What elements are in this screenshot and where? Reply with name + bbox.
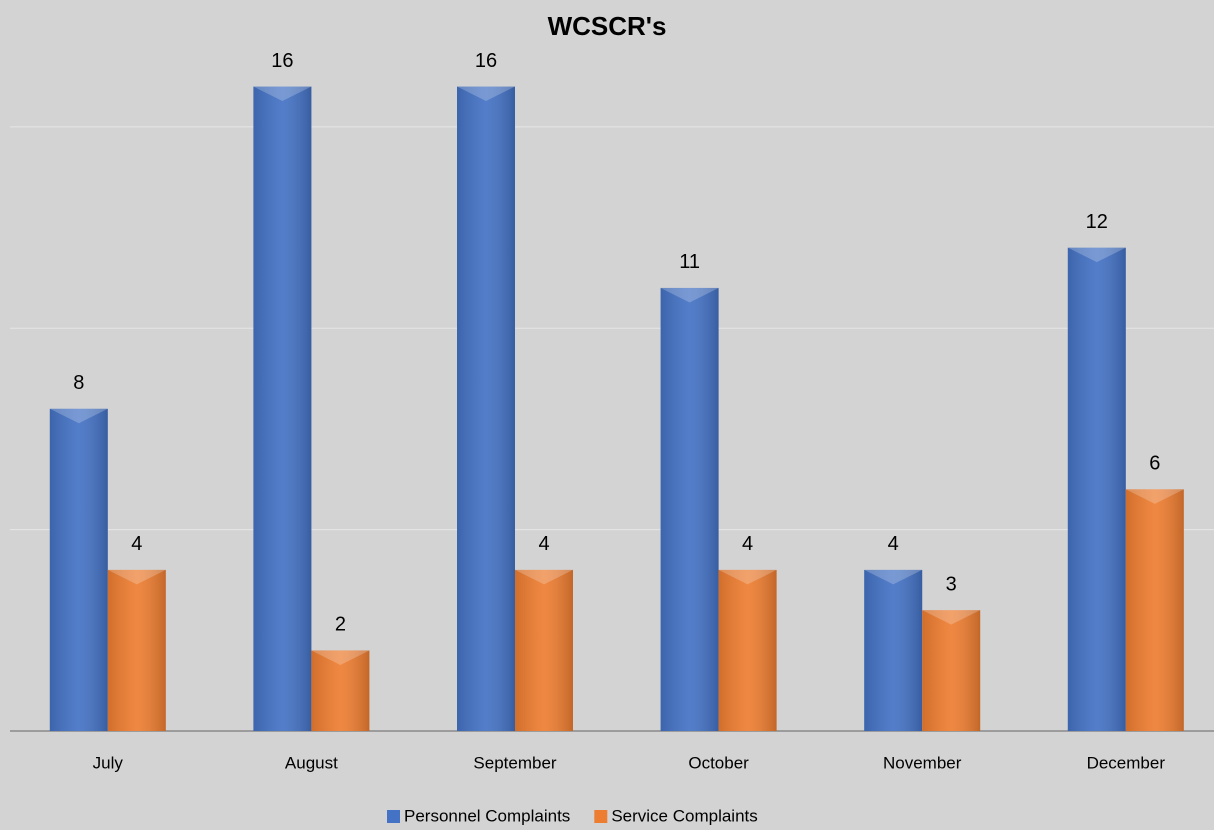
data-label: 4 [131, 533, 142, 555]
bar-shade [107, 569, 166, 731]
data-label: 3 [946, 573, 957, 595]
bar-shade [922, 610, 981, 731]
data-label: 4 [888, 533, 899, 555]
legend-swatch [594, 810, 608, 823]
bar-shade [1125, 489, 1184, 731]
bar-shade [515, 569, 573, 731]
legend-swatch [387, 810, 400, 823]
bar [1125, 489, 1184, 731]
bar-bevel [1125, 489, 1184, 504]
bar-shade [253, 86, 312, 732]
bar [922, 610, 981, 731]
bar [311, 650, 370, 731]
x-tick-label: December [1087, 753, 1166, 772]
bar [107, 569, 166, 731]
bar-bevel [253, 86, 312, 102]
bar [49, 408, 108, 731]
x-tick-label: September [473, 753, 556, 772]
bar-bevel [457, 86, 515, 102]
bar-bevel [107, 569, 166, 585]
legend-label: Personnel Complaints [404, 806, 570, 825]
data-label: 16 [271, 50, 293, 72]
bar-bevel [718, 569, 777, 585]
bar-shade [49, 408, 108, 731]
chart-title: WCSCR's [548, 11, 667, 41]
bar [1067, 247, 1126, 731]
data-label: 8 [73, 372, 84, 394]
bar-shade [718, 569, 777, 731]
bar [718, 569, 777, 731]
bar-shade [457, 86, 515, 732]
data-label: 2 [335, 614, 346, 636]
bar-bevel [660, 287, 719, 303]
bar-shade [660, 287, 719, 731]
x-tick-label: August [285, 753, 338, 772]
legend-label: Service Complaints [611, 806, 757, 825]
bar [515, 569, 573, 731]
bar [864, 569, 923, 731]
data-label: 4 [742, 533, 753, 555]
x-tick-label: November [883, 753, 962, 772]
bar-bevel [49, 408, 108, 424]
data-label: 12 [1086, 211, 1108, 233]
bar-bevel [1067, 247, 1126, 263]
bar-shade [1067, 247, 1126, 731]
bar [457, 86, 515, 732]
bar-bevel [515, 569, 573, 585]
bar [660, 287, 719, 731]
bar-bevel [864, 569, 923, 585]
bar-bevel [922, 610, 981, 625]
data-label: 6 [1149, 453, 1160, 475]
bar [253, 86, 312, 732]
bar-shade [864, 569, 923, 731]
x-tick-label: July [93, 753, 124, 772]
data-label: 16 [475, 50, 497, 72]
bar-shade [311, 650, 370, 731]
data-label: 11 [679, 251, 700, 273]
bar-bevel [311, 650, 370, 665]
data-label: 4 [538, 533, 549, 555]
x-tick-label: October [688, 753, 749, 772]
